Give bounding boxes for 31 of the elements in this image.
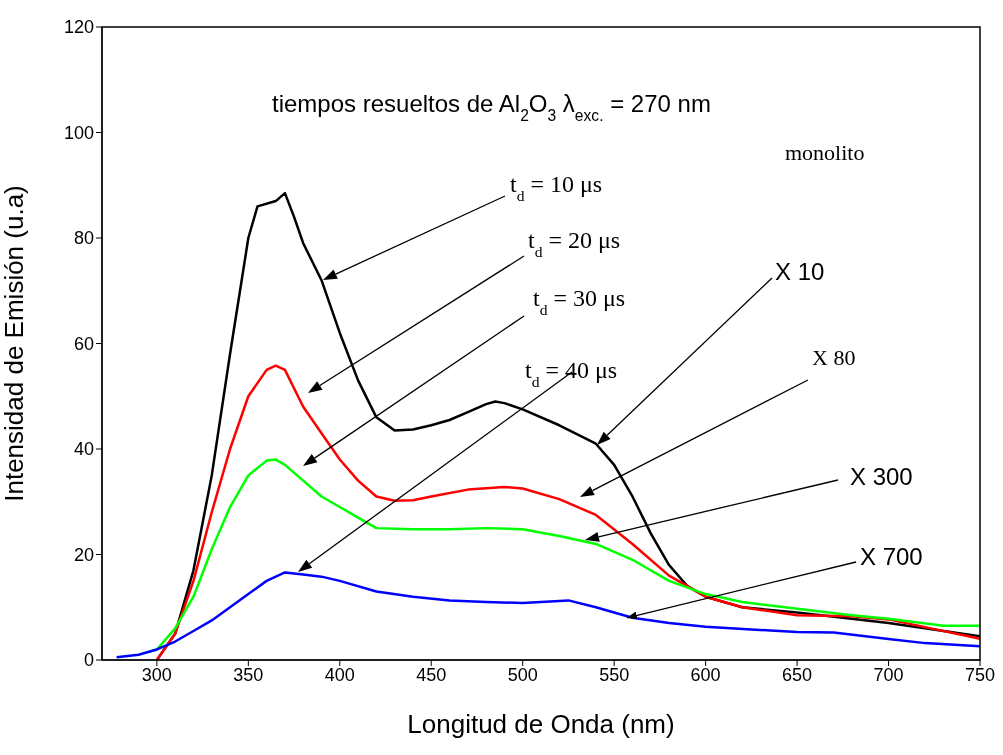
- y-tick-label: 80: [73, 228, 94, 249]
- line-series: [155, 364, 980, 660]
- annotation: t$_{d}$ = 20 μs: [528, 227, 621, 260]
- annotation: t$_{d}$ = 30 μs: [533, 285, 626, 318]
- annotation: monolito: [785, 140, 865, 165]
- annotation: t$_{d}$ = 10 μs: [510, 171, 603, 204]
- annotation: X 80: [812, 345, 856, 370]
- line-series: [115, 571, 980, 659]
- x-tick-label: 550: [599, 664, 630, 685]
- x-tick-label: 500: [507, 664, 538, 685]
- annotation: X 300: [850, 463, 913, 490]
- annotation: tiempos resueltos de Al$_{2}$O$_{3}$ λ$_{exc.}$ = 270 nm: [272, 90, 711, 124]
- x-tick-label: 450: [416, 664, 447, 685]
- x-tick-label: 300: [141, 664, 172, 685]
- y-tick-label: 40: [73, 439, 94, 460]
- y-tick-label: 100: [63, 122, 94, 143]
- x-tick-label: 400: [324, 664, 355, 685]
- x-tick-label: 650: [782, 664, 813, 685]
- y-tick-label: 120: [63, 17, 94, 38]
- x-tick-label: 600: [690, 664, 721, 685]
- y-axis-title: Intensidad de Emisión (u.a): [0, 185, 30, 502]
- y-tick-label: 20: [73, 544, 94, 565]
- y-tick-label: 0: [83, 650, 94, 671]
- x-tick-label: 700: [873, 664, 904, 685]
- x-tick-label: 750: [964, 664, 996, 685]
- y-tick-label: 60: [73, 333, 94, 354]
- annotation: t$_{d}$ = 40 μs: [525, 357, 618, 390]
- annotation: X 10: [775, 258, 825, 285]
- x-axis-title: Longitud de Onda (nm): [407, 709, 675, 739]
- annotation: X 700: [860, 543, 923, 570]
- x-tick-label: 350: [233, 664, 264, 685]
